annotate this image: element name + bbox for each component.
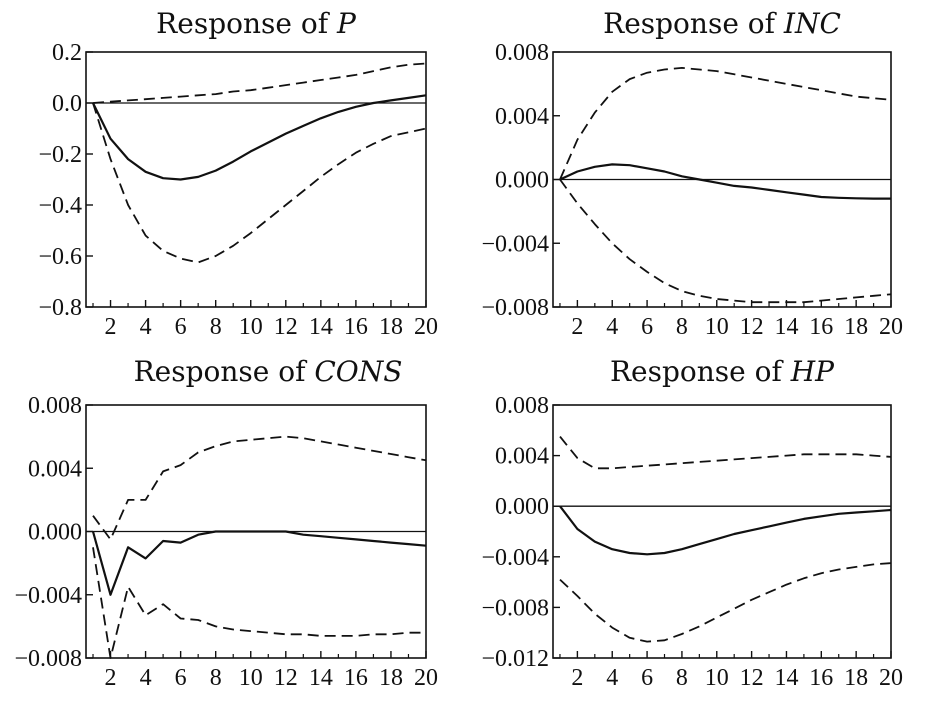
panel-cons: Response of CONS 0.008 0.004 0.000 −0.004 −0.… [14, 355, 438, 691]
y-tick-label: −0.004 [481, 231, 549, 257]
x-tick-label: 8 [676, 665, 688, 691]
x-tick-label: 2 [571, 665, 583, 691]
response-line [559, 505, 892, 556]
x-tick-label: 4 [606, 314, 618, 340]
x-tick-label: 6 [175, 314, 187, 340]
response-line [559, 163, 891, 200]
upper-band-line [92, 62, 427, 104]
x-tick-label: 6 [641, 665, 653, 691]
plot-frame [552, 404, 892, 659]
lower-band-line [92, 547, 426, 659]
y-tick-label: 0.0 [52, 91, 82, 117]
x-tick-label: 14 [774, 665, 798, 691]
response-line [91, 530, 427, 596]
panel-hp: Response of HP 0.008 0.004 0.000 −0.004 −0.00… [481, 355, 903, 691]
panel-title: Response of HP [610, 355, 835, 388]
x-tick-label: 16 [809, 314, 833, 340]
x-tick-label: 16 [344, 314, 368, 340]
y-tick-label: 0.000 [28, 520, 82, 546]
x-tick-label: 20 [414, 665, 438, 691]
lower-band-line [559, 178, 892, 304]
x-tick-label: 6 [641, 314, 653, 340]
x-tick-label: 12 [740, 665, 764, 691]
y-tick-label: 0.004 [495, 444, 549, 470]
x-tick-label: 2 [105, 665, 117, 691]
x-tick-label: 18 [844, 665, 868, 691]
panel-title: Response of CONS [134, 355, 403, 388]
x-tick-label: 16 [344, 665, 368, 691]
x-tick-label: 10 [705, 665, 729, 691]
x-tick-label: 4 [140, 314, 152, 340]
panel-p: Response of P0.20.0−0.2−0.4−0.6−0.82 4 6 8 1… [38, 7, 438, 340]
title-variable: HP [790, 355, 835, 388]
title-prefix: Response of [156, 7, 337, 40]
y-tick-label: 0.008 [495, 40, 549, 66]
title-variable: P [336, 7, 357, 40]
y-tick-label: 0.008 [495, 393, 549, 419]
x-tick-label: 12 [740, 314, 764, 340]
x-tick-label: 2 [571, 314, 583, 340]
x-tick-label: 8 [210, 665, 222, 691]
y-tick-label: −0.008 [481, 295, 549, 321]
response-line [92, 94, 427, 181]
x-tick-label: 20 [414, 314, 438, 340]
x-tick-label: 10 [239, 665, 263, 691]
x-tick-label: 12 [274, 665, 298, 691]
y-tick-label: −0.4 [38, 193, 82, 219]
x-tick-label: 20 [879, 665, 903, 691]
x-tick-label: 10 [239, 314, 263, 340]
y-tick-label: 0.004 [28, 456, 82, 482]
x-tick-label: 14 [774, 314, 798, 340]
title-prefix: Response of [134, 355, 315, 388]
y-tick-label: 0.004 [495, 104, 549, 130]
x-tick-label: 8 [210, 314, 222, 340]
y-tick-label: −0.6 [38, 244, 82, 270]
upper-band-line [559, 436, 892, 470]
upper-band-line [559, 67, 892, 180]
x-tick-label: 10 [705, 314, 729, 340]
y-tick-label: 0.2 [52, 40, 82, 66]
x-tick-label: 14 [309, 314, 333, 340]
y-tick-label: −0.004 [14, 583, 82, 609]
x-tick-label: 18 [844, 314, 868, 340]
y-tick-label: −0.004 [481, 545, 549, 571]
title-variable: CONS [314, 355, 402, 388]
panel-title: Response of P [156, 7, 357, 40]
y-tick-label: −0.012 [481, 646, 549, 672]
panel-inc: Response of INC 0.008 0.004 0.000 −0.004 −0.0… [481, 7, 903, 340]
y-tick-label: 0.000 [495, 494, 549, 520]
x-tick-label: 8 [676, 314, 688, 340]
title-variable: INC [783, 7, 841, 40]
x-tick-label: 2 [105, 314, 117, 340]
x-tick-label: 14 [309, 665, 333, 691]
y-tick-label: −0.008 [481, 595, 549, 621]
upper-band-line [92, 435, 427, 541]
x-tick-label: 20 [879, 314, 903, 340]
title-prefix: Response of [603, 7, 784, 40]
panel-title: Response of INC [603, 7, 841, 40]
x-tick-label: 18 [379, 665, 403, 691]
x-tick-label: 12 [274, 314, 298, 340]
y-tick-label: −0.2 [38, 142, 82, 168]
y-tick-label: 0.008 [28, 393, 82, 419]
y-tick-label: 0.000 [495, 168, 549, 194]
lower-band-line [559, 562, 892, 643]
lower-band-line [92, 102, 427, 264]
y-tick-label: −0.008 [14, 646, 82, 672]
plot-frame [85, 51, 427, 308]
title-prefix: Response of [610, 355, 791, 388]
x-tick-label: 4 [606, 665, 618, 691]
y-tick-label: −0.8 [38, 295, 82, 321]
x-tick-label: 6 [175, 665, 187, 691]
x-tick-label: 16 [809, 665, 833, 691]
x-tick-label: 4 [140, 665, 152, 691]
x-tick-label: 18 [379, 314, 403, 340]
